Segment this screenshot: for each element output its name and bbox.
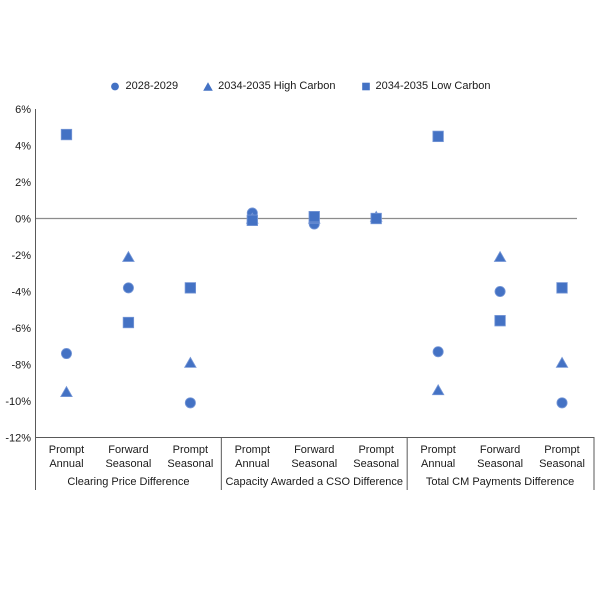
marker-square xyxy=(494,315,506,327)
marker-square xyxy=(122,316,135,329)
marker-triangle xyxy=(183,356,197,368)
marker-triangle xyxy=(493,250,507,262)
marker-square xyxy=(370,212,382,225)
y-tick-label: 4% xyxy=(15,141,31,153)
legend-item-circle: 2028-2029 xyxy=(109,80,178,92)
marker-triangle xyxy=(555,356,569,368)
marker-circle xyxy=(60,348,72,360)
category-label-line2: Annual xyxy=(49,458,83,470)
category-label-line1: Prompt xyxy=(49,444,84,456)
y-tick-label: -6% xyxy=(11,323,31,335)
marker-circle xyxy=(494,285,506,297)
category-label-line2: Annual xyxy=(421,458,455,470)
category-label-line1: Prompt xyxy=(173,444,208,456)
triangle-marker-icon xyxy=(203,82,213,91)
category-label-line1: Prompt xyxy=(358,444,393,456)
group-label: Capacity Awarded a CSO Difference xyxy=(225,476,403,488)
y-tick-label: 2% xyxy=(15,177,31,189)
y-tick-label: 6% xyxy=(15,104,31,116)
category-label-line1: Forward xyxy=(294,444,334,456)
category-label-line1: Prompt xyxy=(420,444,455,456)
category-label-line2: Annual xyxy=(235,458,269,470)
category-label-line2: Seasonal xyxy=(539,458,585,470)
square-marker-icon xyxy=(361,82,370,91)
category-label-line2: Seasonal xyxy=(353,458,399,470)
y-tick-label: 0% xyxy=(15,214,31,226)
marker-square xyxy=(432,130,444,143)
category-label-line2: Seasonal xyxy=(291,458,337,470)
category-label-line2: Seasonal xyxy=(105,458,151,470)
marker-circle xyxy=(184,397,196,409)
marker-triangle xyxy=(431,383,445,396)
marker-square xyxy=(60,128,73,141)
category-label-line1: Forward xyxy=(480,444,520,456)
legend-label: 2028-2029 xyxy=(125,80,179,92)
category-label-line1: Prompt xyxy=(544,444,579,456)
marker-square xyxy=(556,282,568,294)
y-tick-label: -4% xyxy=(11,287,31,299)
group-label: Total CM Payments Difference xyxy=(426,476,574,488)
y-tick-label: -8% xyxy=(11,360,31,372)
y-tick-label: -12% xyxy=(5,433,31,445)
legend-item-square: 2034-2035 Low Carbon xyxy=(360,80,491,92)
y-tick-label: -2% xyxy=(11,250,31,262)
legend-label: 2034-2035 High Carbon xyxy=(218,80,336,92)
marker-square xyxy=(308,211,320,223)
marker-triangle xyxy=(122,250,135,262)
y-tick-label: -10% xyxy=(5,396,31,408)
marker-circle xyxy=(432,346,444,358)
group-label: Clearing Price Difference xyxy=(67,476,189,488)
marker-circle xyxy=(556,397,568,409)
marker-square xyxy=(246,214,258,226)
category-label-line2: Seasonal xyxy=(167,458,213,470)
category-label-line1: Prompt xyxy=(235,444,270,456)
legend-item-triangle: 2034-2035 High Carbon xyxy=(202,80,336,92)
circle-marker-icon xyxy=(111,82,120,91)
marker-circle xyxy=(122,282,134,294)
marker-square xyxy=(184,282,197,294)
category-label-line2: Seasonal xyxy=(477,458,523,470)
marker-triangle xyxy=(60,385,73,397)
legend-label: 2034-2035 Low Carbon xyxy=(375,80,491,92)
chart-legend: 2028-2029 2034-2035 High Carbon 2034-2035 … xyxy=(0,80,600,92)
category-label-line1: Forward xyxy=(108,444,148,456)
